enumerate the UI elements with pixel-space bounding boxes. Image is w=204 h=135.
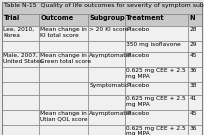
Text: 0.625 mg CEE + 2.5
mg MPA: 0.625 mg CEE + 2.5 mg MPA (126, 96, 186, 107)
Bar (125, 67, 188, 82)
Bar (188, 52, 202, 67)
Text: 36: 36 (190, 126, 197, 131)
Bar (125, 95, 188, 110)
Bar (188, 125, 202, 135)
Text: 45: 45 (190, 53, 197, 58)
Text: Male, 2007,
United States: Male, 2007, United States (3, 53, 43, 64)
Bar (2, 2, 202, 14)
Text: Treatment: Treatment (126, 15, 165, 21)
Text: Asymptomatic: Asymptomatic (89, 111, 132, 116)
Bar (88, 14, 125, 26)
Bar (2, 110, 39, 125)
Bar (2, 95, 39, 110)
Text: Symptomatic: Symptomatic (89, 83, 129, 88)
Bar (39, 52, 88, 67)
Bar (2, 52, 39, 67)
Bar (2, 14, 39, 26)
Bar (125, 41, 188, 52)
Bar (2, 26, 39, 41)
Text: Subgroup: Subgroup (89, 15, 125, 21)
Bar (188, 67, 202, 82)
Text: Mean change in
Green total score: Mean change in Green total score (40, 53, 92, 64)
Bar (39, 14, 88, 26)
Bar (39, 67, 88, 82)
Bar (2, 41, 39, 52)
Bar (39, 26, 88, 41)
Bar (2, 67, 39, 82)
Bar (39, 82, 88, 95)
Text: Outcome: Outcome (40, 15, 74, 21)
Bar (125, 52, 188, 67)
Bar (188, 14, 202, 26)
Bar (125, 110, 188, 125)
Text: 28: 28 (190, 27, 197, 32)
Text: Placebo: Placebo (126, 53, 150, 58)
Text: 0.625 mg CEE + 2.5
mg MPA: 0.625 mg CEE + 2.5 mg MPA (126, 68, 186, 79)
Bar (188, 110, 202, 125)
Bar (88, 26, 125, 41)
Text: 45: 45 (190, 111, 197, 116)
Bar (2, 125, 39, 135)
Text: 29: 29 (190, 42, 197, 47)
Bar (88, 82, 125, 95)
Bar (125, 82, 188, 95)
Bar (39, 95, 88, 110)
Text: Placebo: Placebo (126, 27, 150, 32)
Text: Mean change in
Utian QOL score: Mean change in Utian QOL score (40, 111, 88, 122)
Text: 38: 38 (190, 83, 197, 88)
Text: Placebo: Placebo (126, 83, 150, 88)
Bar (188, 26, 202, 41)
Bar (88, 95, 125, 110)
Text: 41: 41 (190, 96, 197, 101)
Bar (188, 41, 202, 52)
Text: Lee, 2010,
Korea: Lee, 2010, Korea (3, 27, 35, 38)
Bar (125, 26, 188, 41)
Bar (2, 82, 39, 95)
Text: 0.625 mg CEE + 2.5
mg MPA: 0.625 mg CEE + 2.5 mg MPA (126, 126, 186, 135)
Bar (188, 82, 202, 95)
Text: 350 mg isoflavone: 350 mg isoflavone (126, 42, 181, 47)
Text: Mean change in
KI total score: Mean change in KI total score (40, 27, 87, 38)
Bar (88, 41, 125, 52)
Text: > 20 KI score: > 20 KI score (89, 27, 129, 32)
Bar (88, 52, 125, 67)
Bar (39, 41, 88, 52)
Text: Table N-15  Quality of life outcomes for severity of symptom subgroups: Table N-15 Quality of life outcomes for … (4, 3, 204, 8)
Bar (88, 125, 125, 135)
Bar (39, 110, 88, 125)
Text: Placebo: Placebo (126, 111, 150, 116)
Text: Trial: Trial (3, 15, 20, 21)
Text: Asymptomatic: Asymptomatic (89, 53, 132, 58)
Bar (88, 110, 125, 125)
Bar (39, 125, 88, 135)
Text: 36: 36 (190, 68, 197, 73)
Bar (125, 125, 188, 135)
Bar (88, 67, 125, 82)
Bar (125, 14, 188, 26)
Text: N: N (190, 15, 195, 21)
Bar (188, 95, 202, 110)
